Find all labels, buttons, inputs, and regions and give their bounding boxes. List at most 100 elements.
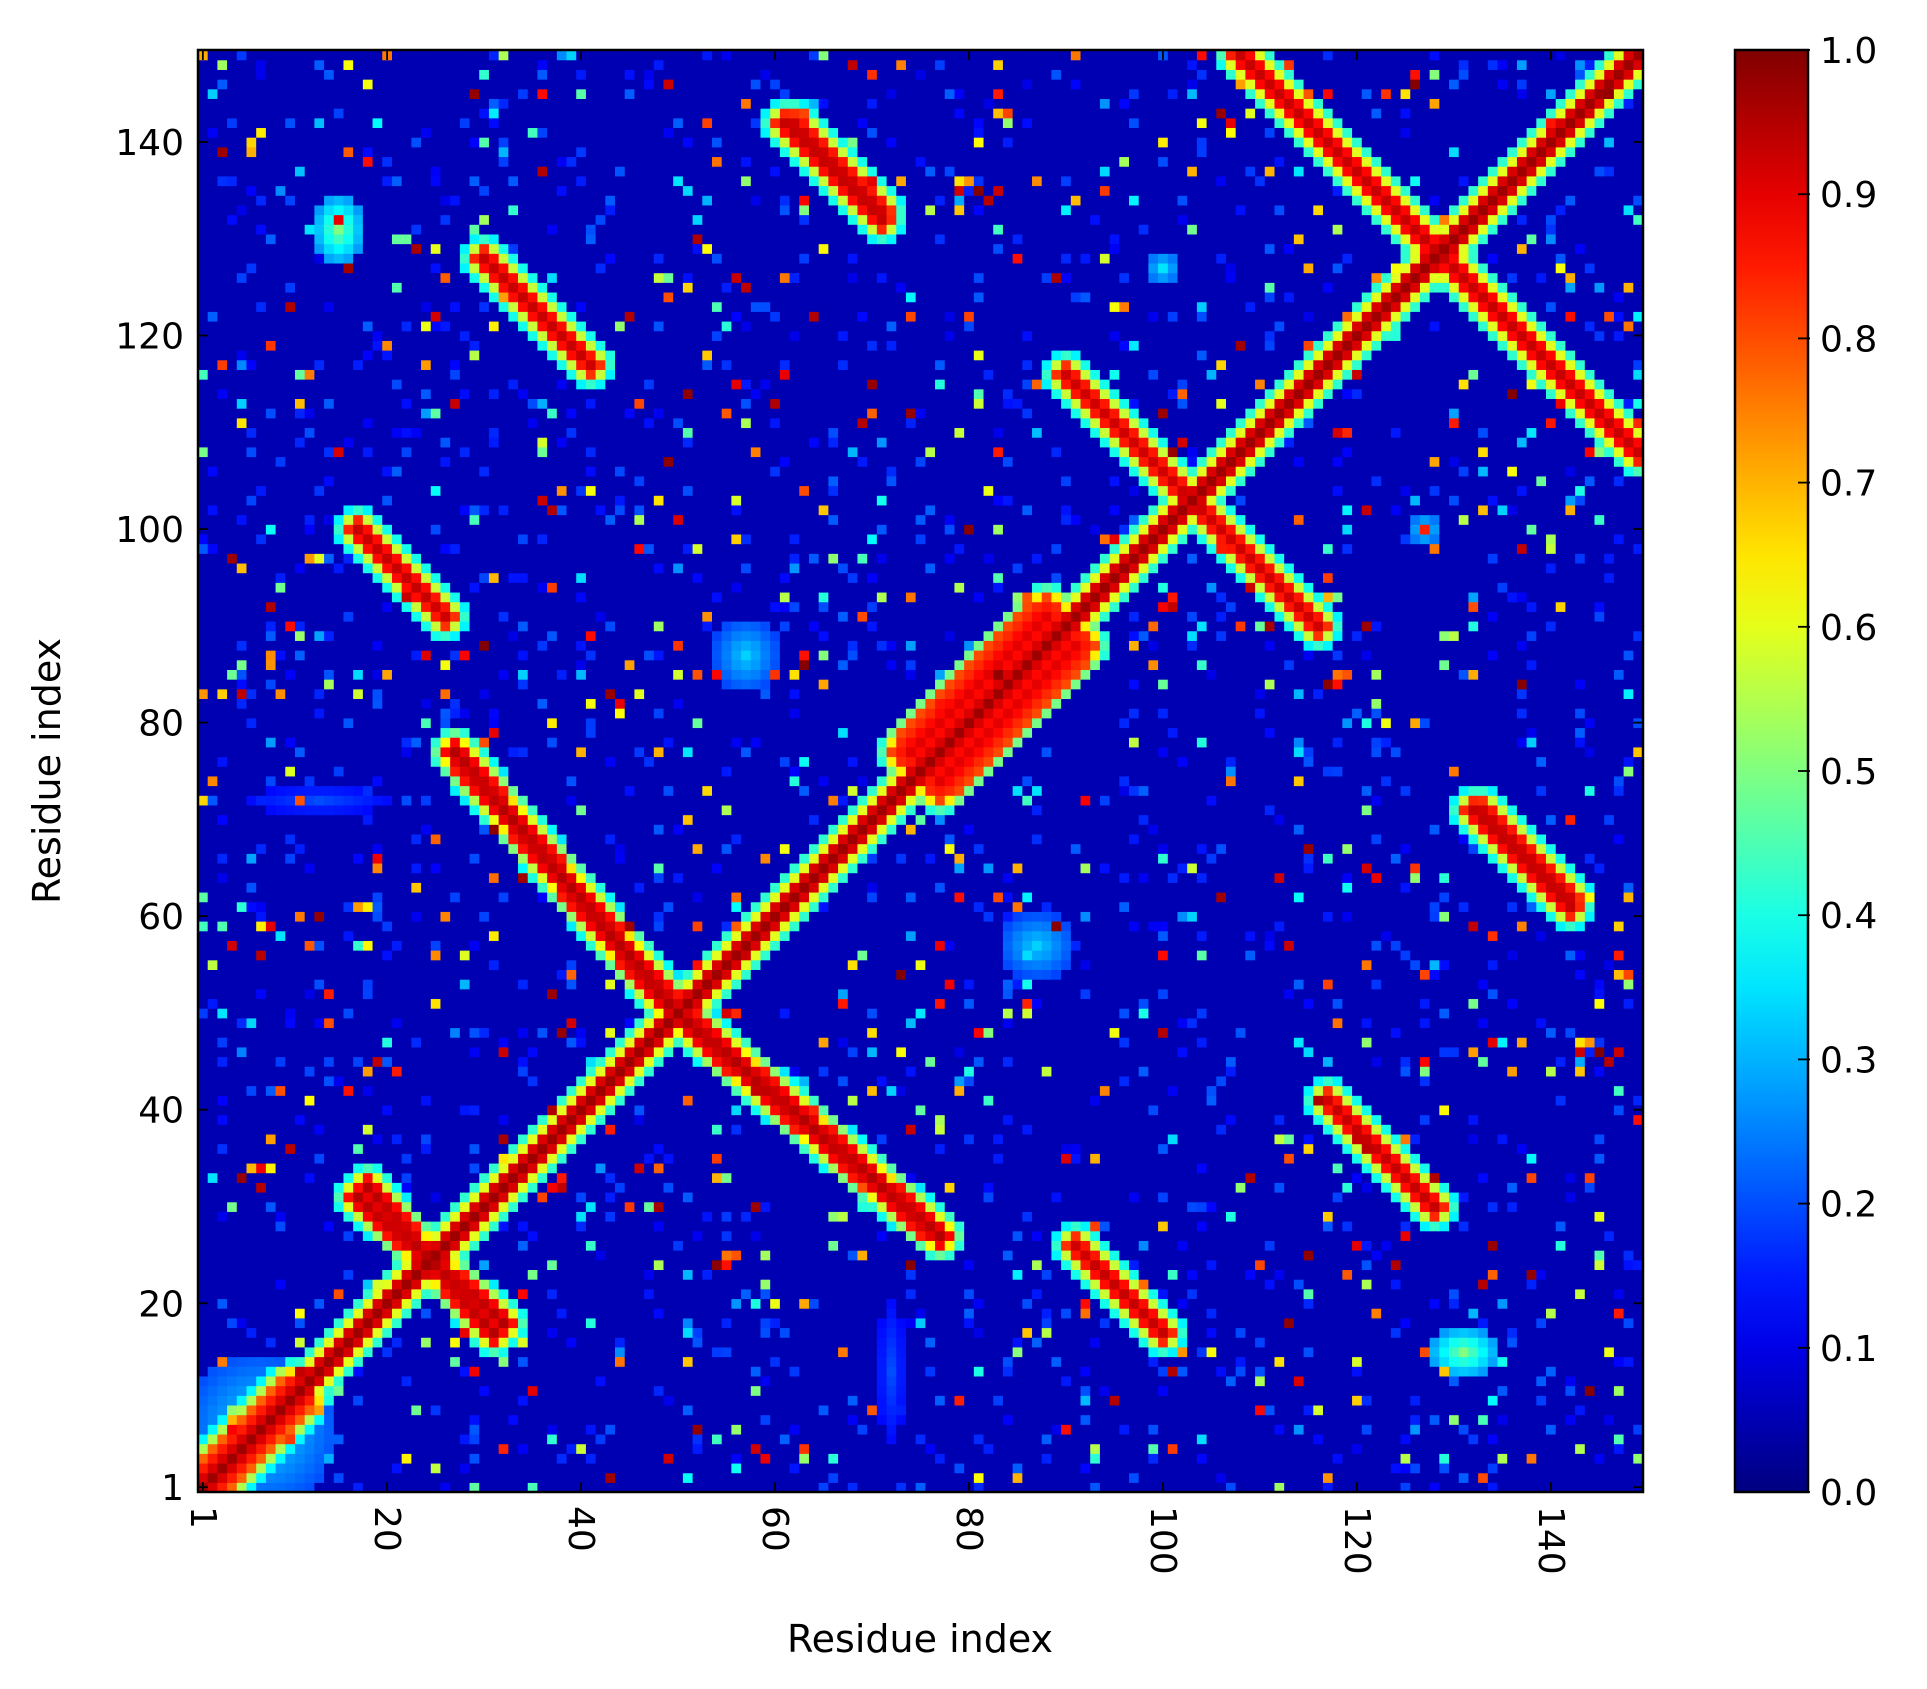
heatmap-cell <box>809 1424 819 1434</box>
heatmap-cell <box>547 1415 557 1425</box>
heatmap-cell <box>634 1415 644 1425</box>
heatmap-cell <box>1265 1434 1275 1444</box>
heatmap-cell <box>964 1289 974 1299</box>
heatmap-cell <box>702 1347 712 1357</box>
heatmap-cell <box>625 1289 635 1299</box>
heatmap-cell <box>1420 1173 1430 1183</box>
heatmap-cell <box>1371 1357 1381 1367</box>
heatmap-cell <box>499 1260 509 1270</box>
heatmap-cell <box>1401 1463 1411 1473</box>
heatmap-cell <box>314 1202 324 1212</box>
heatmap-cell <box>528 1318 538 1328</box>
heatmap-cell <box>615 1415 625 1425</box>
heatmap-cell <box>916 1221 926 1231</box>
heatmap-cell <box>615 1192 625 1202</box>
heatmap-cell <box>722 1424 732 1434</box>
heatmap-cell <box>402 1192 412 1202</box>
heatmap-cell <box>266 1269 276 1279</box>
heatmap-cell <box>848 1260 858 1270</box>
heatmap-cell <box>1439 1386 1449 1396</box>
heatmap-cell <box>227 1327 237 1337</box>
heatmap-cell <box>382 1289 392 1299</box>
heatmap-cell <box>1488 1173 1498 1183</box>
heatmap-cell <box>1139 1279 1149 1289</box>
heatmap-cell <box>760 1250 770 1260</box>
heatmap-cell <box>518 1453 528 1463</box>
heatmap-cell <box>1265 1386 1275 1396</box>
heatmap-cell <box>1274 1453 1284 1463</box>
heatmap-cell <box>528 1298 538 1308</box>
heatmap-cell <box>799 1221 809 1231</box>
heatmap-cell <box>731 1279 741 1289</box>
heatmap-cell <box>702 1182 712 1192</box>
heatmap-cell <box>198 1444 208 1454</box>
heatmap-cell <box>712 1453 722 1463</box>
heatmap-cell <box>1274 1415 1284 1425</box>
heatmap-cell <box>217 1221 227 1231</box>
heatmap-cell <box>1197 1289 1207 1299</box>
heatmap-cell <box>557 1260 567 1270</box>
heatmap-cell <box>857 1337 867 1347</box>
heatmap-cell <box>964 1327 974 1337</box>
heatmap-cell <box>1352 1298 1362 1308</box>
heatmap-cell <box>1342 1327 1352 1337</box>
heatmap-cell <box>693 1395 703 1405</box>
heatmap-cell <box>1527 1211 1537 1221</box>
heatmap-cell <box>567 1279 577 1289</box>
heatmap-cell <box>1313 1347 1323 1357</box>
heatmap-cell <box>460 1182 470 1192</box>
heatmap-cell <box>857 1211 867 1221</box>
heatmap-cell <box>964 1260 974 1270</box>
heatmap-cell <box>392 1453 402 1463</box>
heatmap-cell <box>1459 1231 1469 1241</box>
heatmap-cell <box>1614 1327 1624 1337</box>
heatmap-cell <box>276 1260 286 1270</box>
heatmap-cell <box>1110 1376 1120 1386</box>
heatmap-cell <box>285 1444 295 1454</box>
heatmap-cell <box>625 1434 635 1444</box>
heatmap-cell <box>867 1444 877 1454</box>
heatmap-cell <box>353 1473 363 1483</box>
heatmap-cell <box>1371 1337 1381 1347</box>
heatmap-cell <box>246 1163 256 1173</box>
heatmap-cell <box>450 1240 460 1250</box>
heatmap-cell <box>1081 1318 1091 1328</box>
heatmap-cell <box>702 1240 712 1250</box>
heatmap-cell <box>295 1260 305 1270</box>
heatmap-cell <box>722 1182 732 1192</box>
heatmap-cell <box>479 1318 489 1328</box>
heatmap-cell <box>334 1453 344 1463</box>
heatmap-cell <box>964 1318 974 1328</box>
heatmap-cell <box>673 1211 683 1221</box>
heatmap-cell <box>324 1289 334 1299</box>
heatmap-cell <box>489 1231 499 1241</box>
heatmap-cell <box>634 1405 644 1415</box>
heatmap-cell <box>993 1192 1003 1202</box>
heatmap-cell <box>906 1473 916 1483</box>
heatmap-cell <box>1371 1192 1381 1202</box>
heatmap-cell <box>925 1221 935 1231</box>
heatmap-cell <box>1401 1395 1411 1405</box>
heatmap-cell <box>324 1357 334 1367</box>
heatmap-cell <box>1381 1357 1391 1367</box>
heatmap-cell <box>1100 1357 1110 1367</box>
heatmap-cell <box>1236 1231 1246 1241</box>
heatmap-cell <box>1255 1308 1265 1318</box>
heatmap-cell <box>770 1221 780 1231</box>
heatmap-cell <box>1071 1260 1081 1270</box>
heatmap-cell <box>460 1211 470 1221</box>
heatmap-cell <box>276 1173 286 1183</box>
heatmap-cell <box>809 1260 819 1270</box>
heatmap-cell <box>1129 1424 1139 1434</box>
heatmap-cell <box>1197 1298 1207 1308</box>
heatmap-cell <box>1119 1308 1129 1318</box>
heatmap-cell <box>1624 1453 1634 1463</box>
heatmap-cell <box>1333 1240 1343 1250</box>
heatmap-cell <box>644 1424 654 1434</box>
heatmap-cell <box>276 1405 286 1415</box>
heatmap-cell <box>314 1260 324 1270</box>
heatmap-cell <box>1245 1444 1255 1454</box>
heatmap-cell <box>1585 1357 1595 1367</box>
heatmap-cell <box>634 1240 644 1250</box>
heatmap-cell <box>945 1473 955 1483</box>
